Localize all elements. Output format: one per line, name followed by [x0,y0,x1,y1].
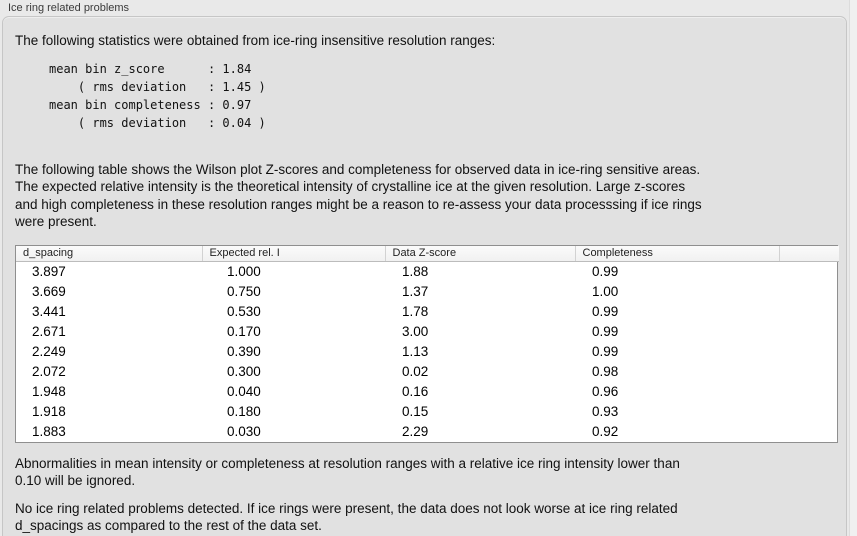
table-cell [779,422,839,442]
table-cell: 1.948 [32,384,66,399]
table-cell: 2.072 [32,364,66,379]
table-cell: 2.671 [32,324,66,339]
table-cell: 1.37 [402,284,429,299]
table-cell [779,262,839,282]
intro-text: The following statistics were obtained f… [15,33,496,48]
table-cell: 0.92 [592,424,619,439]
table-cell: 1.00 [592,284,619,299]
table-row[interactable]: 3.669 0.750 1.37 1.00 [16,282,839,302]
table-cell: 0.170 [227,324,261,339]
table-cell: 0.750 [227,284,261,299]
panel-title: Ice ring related problems [8,2,130,14]
table-row[interactable]: 3.897 1.000 1.88 0.99 [16,262,839,282]
table-cell: 3.669 [32,284,66,299]
table-cell: 0.040 [227,384,261,399]
table-cell: 3.441 [32,304,66,319]
ignore-note: Abnormalities in mean intensity or compl… [15,455,680,489]
column-header[interactable]: Data Z-score [385,245,576,262]
table-cell: 1.78 [402,304,429,319]
table-cell [779,322,839,342]
table-cell [779,382,839,402]
table-cell: 0.530 [227,304,261,319]
table-cell: 1.13 [402,344,429,359]
column-header[interactable]: Expected rel. I [202,245,386,262]
table-cell: 0.99 [592,324,619,339]
table-row[interactable]: 2.671 0.170 3.00 0.99 [16,322,839,342]
table-cell: 1.918 [32,404,66,419]
table-row[interactable]: 1.948 0.040 0.16 0.96 [16,382,839,402]
table-cell: 0.99 [592,344,619,359]
table-cell: 0.93 [592,404,619,419]
table-cell [779,302,839,322]
table-cell: 1.88 [402,264,429,280]
table-cell: 0.02 [402,364,429,379]
table-cell: 3.897 [32,264,66,280]
table-header: d_spacing Expected rel. I Data Z-score Comp… [16,245,839,262]
column-header[interactable] [779,245,839,262]
table-cell: 0.99 [592,264,619,280]
table-row[interactable]: 2.249 0.390 1.13 0.99 [16,342,839,362]
table-cell: 1.883 [32,424,66,439]
table-cell [779,402,839,422]
table-cell [779,282,839,302]
table-body: 3.897 1.000 1.88 0.99 3.669 0.750 1.37 1.00 3.44… [16,262,839,442]
column-header[interactable]: Completeness [575,245,780,262]
ice-ring-table: d_spacing Expected rel. I Data Z-score Comp… [15,244,839,443]
table-cell: 2.249 [32,344,66,359]
table-cell: 0.030 [227,424,261,439]
stats-block: mean bin z_score : 1.84 ( rms deviation … [49,61,266,130]
table-row[interactable]: 1.883 0.030 2.29 0.92 [16,422,839,442]
conclusion-text: No ice ring related problems detected. I… [15,500,678,534]
table-row[interactable]: 3.441 0.530 1.78 0.99 [16,302,839,322]
table-cell: 0.15 [402,404,429,419]
table-cell: 1.000 [227,264,261,280]
table-cell: 0.16 [402,384,429,399]
vertical-scrollbar-track[interactable] [849,0,857,536]
ice-ring-groupbox: The following statistics were obtained f… [2,16,847,536]
table-cell [779,342,839,362]
table-description: The following table shows the Wilson plo… [15,161,702,230]
table-row[interactable]: 1.918 0.180 0.15 0.93 [16,402,839,422]
table-cell: 3.00 [402,324,429,339]
table-cell: 0.300 [227,364,261,379]
table-cell: 0.390 [227,344,261,359]
table-cell: 0.180 [227,404,261,419]
column-header[interactable]: d_spacing [16,245,203,262]
table-cell [779,362,839,382]
table-cell: 0.99 [592,304,619,319]
table-cell: 0.98 [592,364,619,379]
table-cell: 2.29 [402,424,429,439]
table-row[interactable]: 2.072 0.300 0.02 0.98 [16,362,839,382]
table-cell: 0.96 [592,384,619,399]
